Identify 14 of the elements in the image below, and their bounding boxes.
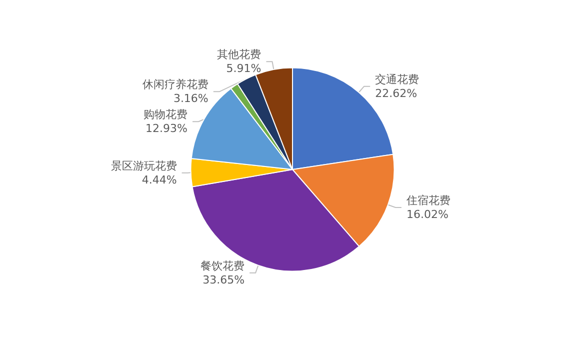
data-label: 12.93%	[146, 122, 188, 136]
slice-label: 购物花费	[144, 108, 188, 122]
slice-label: 景区游玩花费	[110, 159, 177, 172]
data-label: 5.91%	[226, 62, 262, 76]
slice-label: 住宿花费	[406, 194, 450, 208]
data-label: 16.02%	[406, 208, 448, 222]
slice-label: 餐饮花费	[200, 259, 245, 272]
data-label: 3.16%	[173, 92, 208, 106]
data-label: 33.65%	[202, 273, 245, 286]
data-label: 4.44%	[142, 173, 177, 186]
slice-label: 休闲疗养花费	[142, 78, 208, 92]
data-label: 22.62%	[375, 86, 418, 100]
slice-label: 交通花费	[375, 72, 420, 86]
slice-label: 其他花费	[217, 48, 262, 62]
